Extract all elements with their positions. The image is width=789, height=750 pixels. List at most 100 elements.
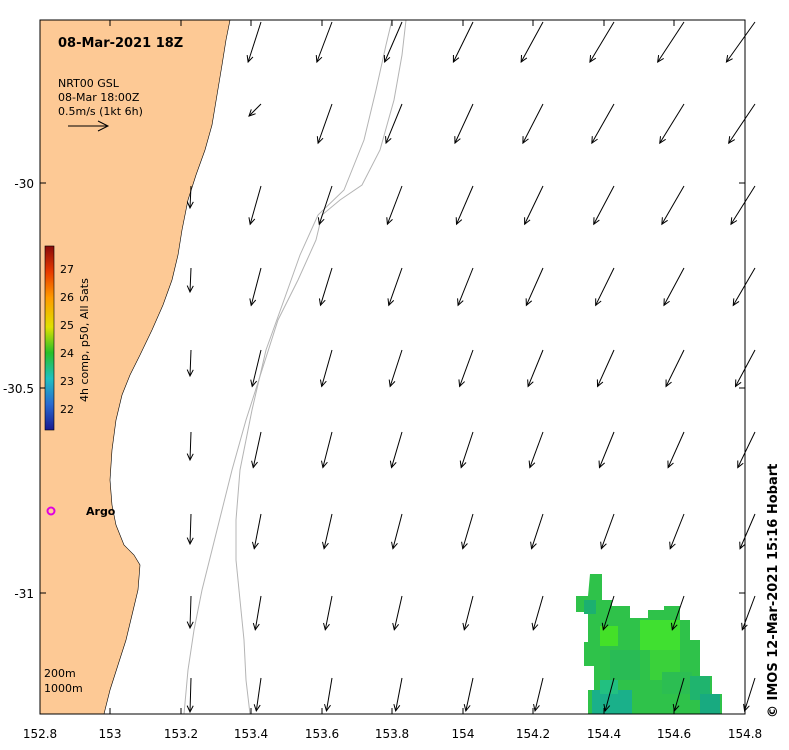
velocity-arrow	[189, 431, 192, 461]
arrow-head-icon	[248, 217, 256, 226]
velocity-arrow	[392, 513, 403, 549]
arrow-head-icon	[603, 703, 611, 712]
arrow-head-icon	[595, 298, 602, 307]
sst-colorbar: 22 23 24 25 26 27 4h comp, p50, All Sats	[44, 245, 91, 431]
argo-float: Argo	[46, 505, 116, 518]
velocity-arrow	[524, 185, 544, 225]
x-tick-label: 154.6	[657, 727, 691, 741]
arrow-head-icon	[324, 704, 331, 713]
x-tick-label: 153.2	[164, 727, 198, 741]
colorbar-tick: 22	[60, 403, 74, 416]
colorbar-tick: 25	[60, 319, 74, 332]
velocity-arrow	[322, 431, 333, 468]
arrow-head-icon	[455, 217, 463, 226]
arrow-head-icon	[454, 136, 461, 145]
velocity-arrow	[522, 103, 544, 144]
velocity-arrow	[386, 185, 403, 225]
arrow-head-icon	[319, 379, 327, 388]
arrow-head-icon	[391, 541, 398, 550]
velocity-arrow	[318, 185, 333, 225]
velocity-arrow	[384, 21, 403, 63]
colorbar-gradient	[44, 245, 55, 431]
arrow-head-icon	[317, 217, 325, 226]
velocity-arrow	[321, 349, 333, 387]
velocity-arrow	[595, 267, 615, 306]
velocity-arrow	[462, 513, 474, 549]
y-tick-label: -30.5	[3, 382, 34, 396]
velocity-arrow	[452, 21, 474, 63]
velocity-arrow	[744, 677, 756, 712]
legend-product: NRT00 GSL	[58, 77, 120, 90]
arrow-head-icon	[527, 379, 534, 388]
x-tick-label: 153	[99, 727, 122, 741]
arrow-head-icon	[248, 109, 256, 117]
velocity-arrow	[395, 677, 403, 711]
arrow-head-icon	[725, 55, 733, 63]
arrow-head-icon	[663, 298, 670, 307]
velocity-arrow	[669, 513, 685, 549]
velocity-arrow	[254, 595, 262, 630]
arrow-head-icon	[387, 298, 395, 307]
arrow-head-icon	[253, 704, 261, 713]
velocity-arrow	[739, 513, 756, 549]
velocity-arrow	[591, 103, 615, 144]
velocity-arrow	[665, 349, 685, 387]
velocity-arrow	[465, 677, 474, 711]
arrow-head-icon	[730, 217, 738, 226]
map-title: 08-Mar-2021 18Z	[58, 36, 183, 51]
sst-patch	[576, 574, 722, 714]
arrow-head-icon	[186, 621, 194, 630]
arrow-head-icon	[251, 541, 259, 550]
arrow-head-icon	[186, 369, 194, 378]
velocity-arrow	[388, 267, 403, 306]
velocity-arrow	[730, 185, 756, 225]
arrow-head-icon	[593, 217, 600, 226]
velocity-arrow	[728, 103, 756, 144]
velocity-arrow	[189, 595, 192, 629]
velocity-arrow	[323, 513, 333, 549]
velocity-arrow	[316, 21, 333, 63]
velocity-arrow	[657, 21, 685, 63]
velocity-arrow	[663, 267, 685, 306]
velocity-arrow	[531, 513, 544, 549]
x-tick-label: 153.8	[375, 727, 409, 741]
arrow-head-icon	[670, 622, 678, 631]
velocity-arrow	[525, 267, 544, 306]
arrow-head-icon	[737, 460, 744, 469]
arrow-head-icon	[322, 541, 329, 550]
velocity-arrow	[255, 677, 262, 711]
arrow-head-icon	[318, 298, 326, 307]
arrow-head-icon	[388, 379, 396, 388]
argo-label: Argo	[86, 505, 116, 518]
axis-ticks	[39, 20, 746, 714]
velocity-arrow	[317, 103, 333, 144]
x-tick-label: 153.6	[305, 727, 339, 741]
arrow-head-icon	[186, 705, 194, 714]
velocity-arrow	[456, 185, 474, 225]
arrow-head-icon	[591, 136, 598, 145]
y-tick-label: -30	[14, 177, 34, 191]
velocity-arrow	[320, 267, 333, 306]
velocity-arrow	[673, 677, 685, 712]
depth-label-200m: 200m	[44, 667, 76, 680]
velocity-arrow	[189, 185, 192, 209]
x-tick-label: 153.4	[234, 727, 268, 741]
arrow-head-icon	[463, 703, 471, 713]
colorbar-tick: 23	[60, 375, 74, 388]
arrow-head-icon	[252, 622, 260, 631]
velocity-arrow	[671, 595, 685, 630]
arrow-head-icon	[728, 136, 736, 145]
velocity-arrow	[248, 103, 262, 117]
velocity-arrow	[726, 21, 756, 63]
velocity-arrow	[604, 677, 615, 712]
velocity-arrow	[460, 431, 474, 468]
colorbar-tick: 26	[60, 291, 74, 304]
arrow-head-icon	[734, 379, 742, 388]
arrow-head-icon	[393, 703, 401, 713]
legend-scale: 0.5m/s (1kt 6h)	[58, 105, 143, 118]
arrow-head-icon	[386, 217, 393, 226]
arrow-head-icon	[459, 460, 467, 469]
velocity-arrow	[732, 267, 756, 306]
arrow-head-icon	[657, 54, 664, 63]
